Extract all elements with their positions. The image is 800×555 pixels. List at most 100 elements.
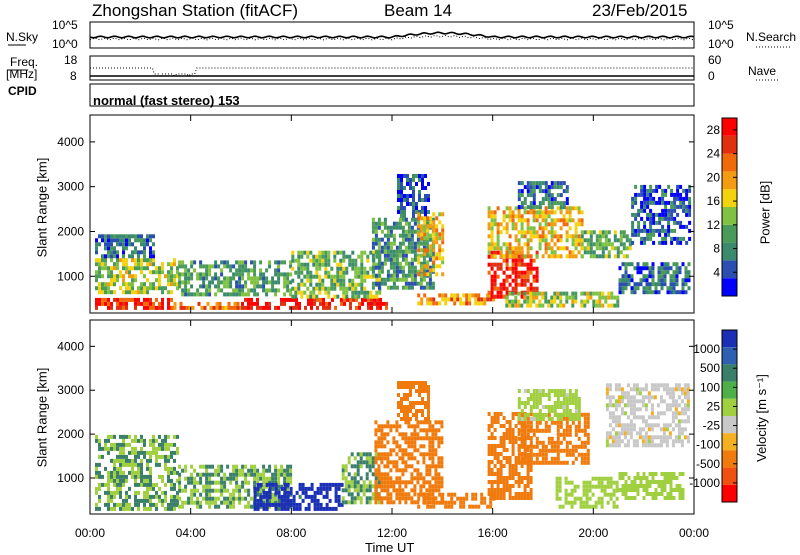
power-colorbar-tick-label: 8 <box>713 242 720 256</box>
power-colorbar-cell <box>722 207 737 225</box>
colorbars: 4 8 12 16 20 24 28 1000 500 100 25 -25 -100 -500 -1000 <box>689 117 738 503</box>
cpid-panel-frame <box>89 83 695 107</box>
velocity-colorbar-cell <box>722 330 737 348</box>
nave-tick-bottom: 0 <box>708 69 715 83</box>
data-region <box>253 482 344 511</box>
x-tick-label: 08:00 <box>276 526 306 540</box>
velocity-heatmap <box>95 381 690 511</box>
nsearch-label: N.Search <box>746 30 797 44</box>
noise-tick-left-top: 10^5 <box>52 18 78 32</box>
velocity-colorbar-frame <box>721 329 738 503</box>
power-colorbar-cell <box>722 242 737 261</box>
beam-label: Beam 14 <box>384 1 453 20</box>
velocity-colorbar-tick-label: 25 <box>707 399 721 413</box>
power-colorbar-cell <box>722 118 737 136</box>
cpid-text: normal (fast stereo) 153 <box>93 93 240 108</box>
velocity-colorbar-label: Velocity [m s⁻¹] <box>753 374 769 462</box>
velocity-colorbar-cell <box>722 450 737 468</box>
nsearch-line <box>89 34 695 41</box>
top-panels <box>8 21 790 107</box>
data-region <box>241 297 388 310</box>
axes: 1000 2000 3000 4000 1000 2000 3000 4000 00:00 04:… <box>57 114 709 540</box>
data-region <box>397 174 430 218</box>
x-tick-label: 16:00 <box>478 526 508 540</box>
data-region <box>170 301 243 310</box>
y-tick-label: 4000 <box>57 135 84 149</box>
data-region <box>505 291 620 308</box>
station-title: Zhongshan Station (fitACF) <box>92 1 298 20</box>
nsky-label: N.Sky <box>6 30 39 44</box>
velocity-y-label: Slant Range [km] <box>34 367 50 468</box>
velocity-colorbar-cell <box>722 433 737 451</box>
velocity-colorbar-cell <box>722 364 737 382</box>
data-region <box>487 206 584 259</box>
power-colorbar-tick-label: 16 <box>707 194 721 208</box>
y-tick-label: 1000 <box>57 269 84 283</box>
data-region <box>580 230 632 259</box>
data-region <box>555 476 619 509</box>
x-tick-label: 00:00 <box>75 526 105 540</box>
power-colorbar-cell <box>722 189 737 207</box>
velocity-colorbar-tick-label: -500 <box>696 457 720 471</box>
power-colorbar-tick-label: 20 <box>707 170 721 184</box>
power-colorbar-frame <box>721 117 738 297</box>
y-tick-label: 2000 <box>57 427 84 441</box>
data-region <box>95 297 173 310</box>
y-tick-label: 3000 <box>57 180 84 194</box>
nsky-line <box>89 31 695 39</box>
data-region <box>95 434 179 511</box>
data-region <box>95 234 155 259</box>
power-colorbar-cell <box>722 224 737 243</box>
velocity-colorbar-tick-label: -100 <box>696 438 720 452</box>
nave-label: Nave <box>748 64 777 78</box>
x-tick-label: 04:00 <box>176 526 206 540</box>
data-region <box>417 492 496 509</box>
power-colorbar-tick-label: 4 <box>713 265 720 279</box>
nave-tick-top: 60 <box>708 53 722 67</box>
noise-panel-frame <box>89 21 695 49</box>
velocity-colorbar-cell <box>722 398 737 416</box>
power-y-label: Slant Range [km] <box>34 157 50 258</box>
velocity-colorbar-cell <box>722 484 737 502</box>
power-colorbar-cell <box>722 260 737 279</box>
velocity-colorbar-tick-label: 500 <box>700 361 720 375</box>
velocity-colorbar-cell <box>722 347 737 365</box>
data-region <box>517 181 569 210</box>
data-region <box>397 381 430 421</box>
data-region <box>417 212 445 277</box>
freq-label: Freq. <box>10 55 39 69</box>
power-colorbar-tick-label: 24 <box>707 147 721 161</box>
velocity-colorbar-cell <box>722 381 737 399</box>
freq-unit: [MHz] <box>6 67 38 81</box>
data-region <box>95 258 179 295</box>
cpid-label: CPID <box>8 84 37 98</box>
data-region <box>291 250 382 299</box>
y-tick-label: 1000 <box>57 471 84 485</box>
data-region <box>618 262 691 295</box>
power-colorbar-cell <box>722 278 737 296</box>
y-tick-label: 4000 <box>57 339 84 353</box>
power-colorbar-label: Power [dB] <box>757 180 773 245</box>
velocity-colorbar-tick-label: -25 <box>703 419 721 433</box>
velocity-colorbar-tick-label: -1000 <box>689 476 720 490</box>
x-axis-label: Time UT <box>365 540 415 555</box>
power-colorbar-cell <box>722 153 737 172</box>
data-region <box>178 260 293 297</box>
power-colorbar-cell <box>722 171 737 190</box>
data-region <box>618 472 685 500</box>
power-colorbar-tick-label: 28 <box>707 123 721 137</box>
date-label: 23/Feb/2015 <box>592 1 688 20</box>
power-colorbar-tick-label: 12 <box>707 218 721 232</box>
noise-tick-left-bottom: 10^0 <box>52 37 78 51</box>
power-colorbar-cell <box>722 135 737 154</box>
data-region <box>374 420 444 505</box>
velocity-colorbar-cell <box>722 416 737 434</box>
noise-tick-right-bottom: 10^0 <box>708 37 734 51</box>
noise-tick-right-top: 10^5 <box>708 18 734 32</box>
data-region <box>631 184 692 245</box>
data-region <box>517 389 581 421</box>
freq-tick-top: 18 <box>64 53 78 67</box>
nave-line <box>90 67 694 77</box>
data-region <box>605 383 690 448</box>
